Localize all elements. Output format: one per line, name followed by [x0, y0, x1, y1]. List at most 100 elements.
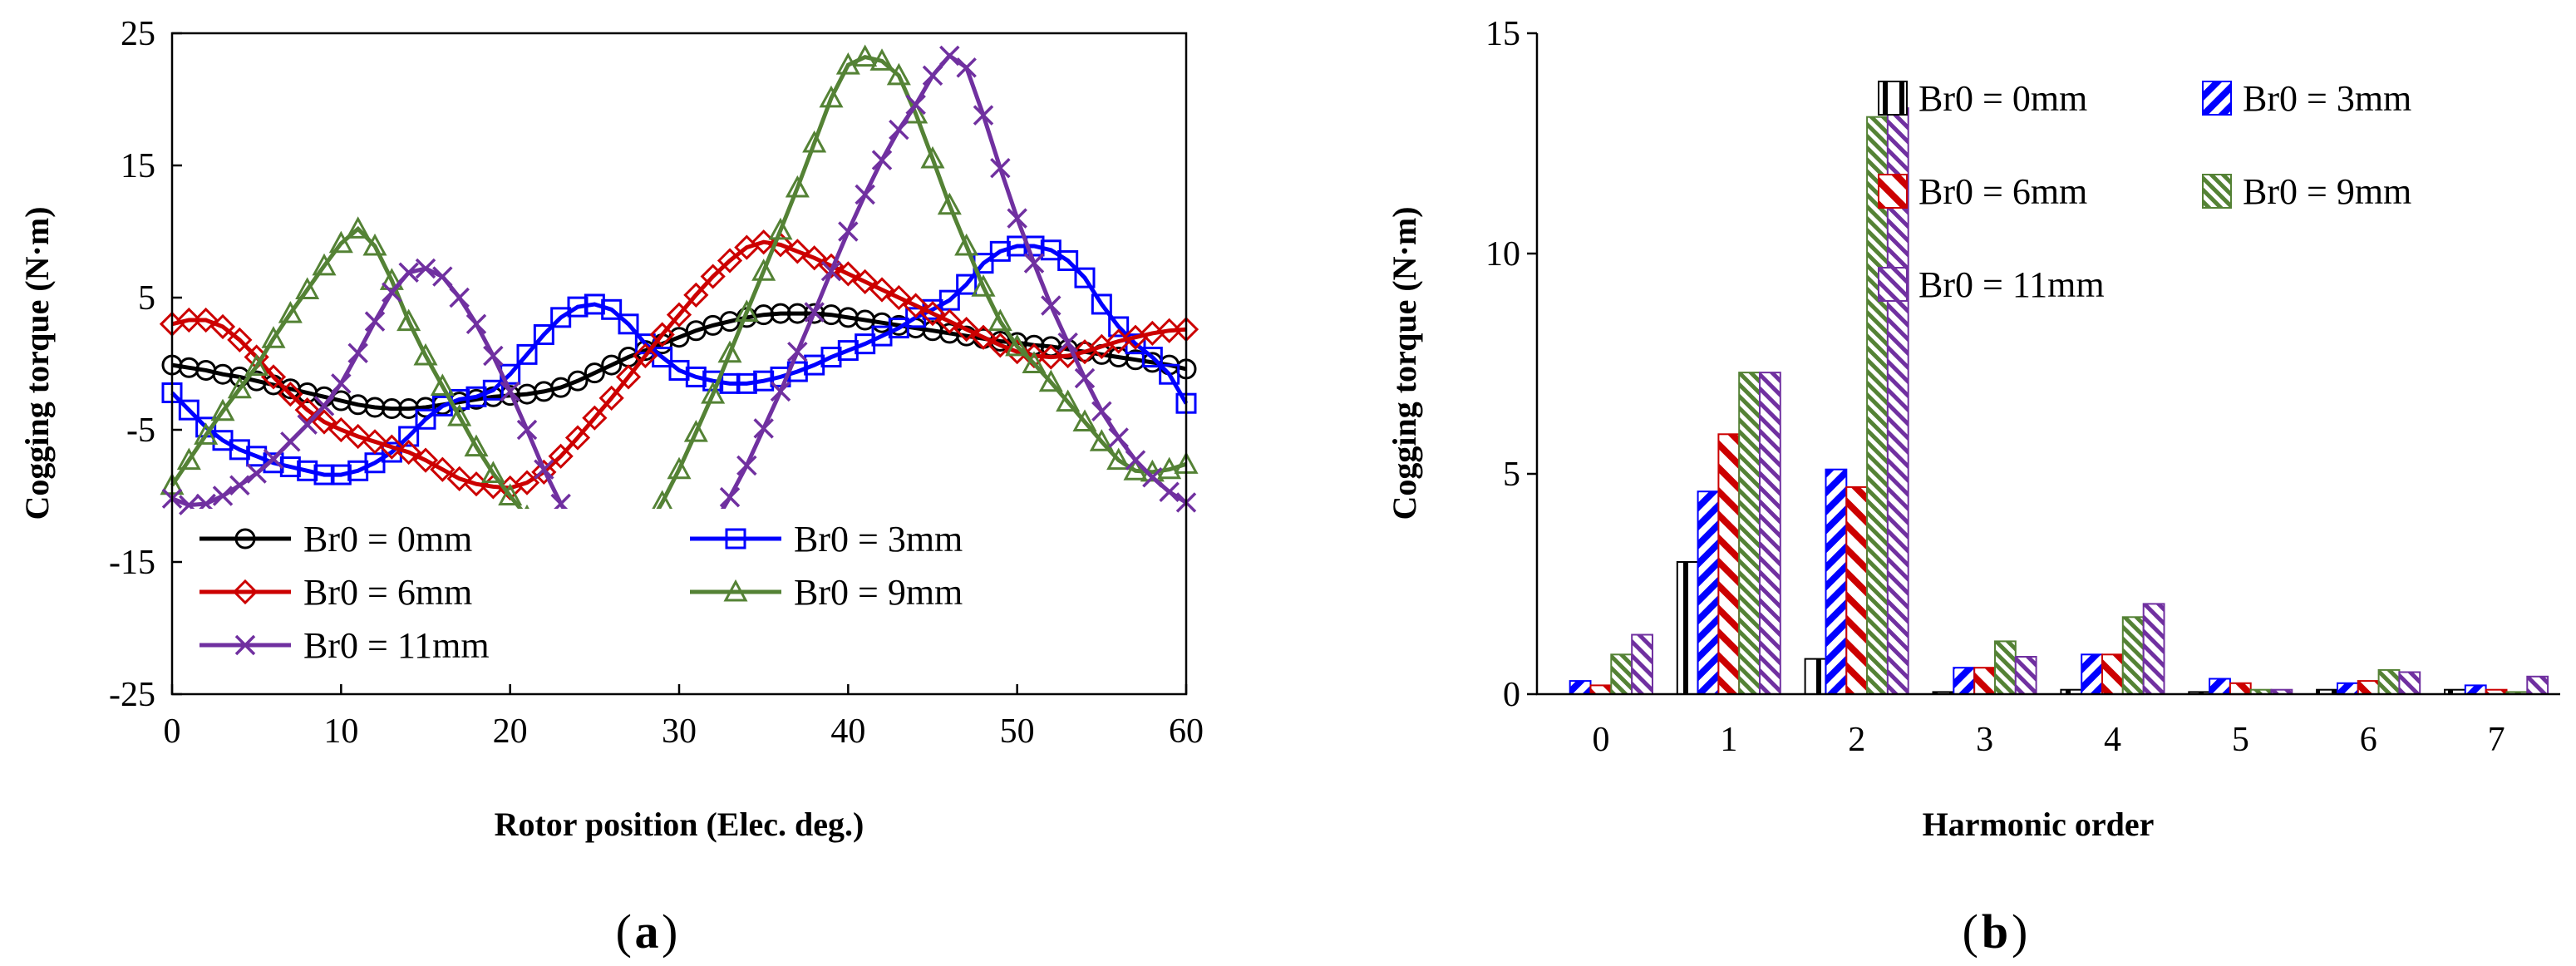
legend-item-br0-3mm: Br0 = 3mm [2202, 78, 2411, 119]
data-point [465, 386, 487, 407]
data-point [1123, 458, 1148, 481]
data-point [820, 347, 842, 368]
bar-br0-9mm-h4 [2121, 616, 2145, 696]
data-point [1125, 450, 1146, 471]
bar-br0-3mm-h7 [2464, 684, 2487, 696]
series-br0-3mm [161, 235, 1197, 485]
data-point [331, 373, 352, 394]
x-tick-label: 50 [1000, 712, 1035, 751]
data-point [449, 287, 470, 308]
data-point [837, 340, 859, 362]
data-point [719, 486, 741, 508]
bar-br0-0mm-h2 [1804, 658, 1827, 695]
data-point [1041, 295, 1061, 316]
data-point [381, 441, 402, 463]
legend-label: Br0 = 9mm [794, 572, 963, 613]
data-point [819, 85, 844, 108]
data-point [888, 318, 909, 339]
data-point [379, 268, 404, 290]
data-point [516, 343, 538, 365]
data-point [362, 233, 387, 256]
data-point [498, 483, 523, 505]
data-point [683, 420, 708, 442]
data-point [584, 293, 605, 315]
x-tick-label: 7 [2488, 721, 2505, 759]
line-chart-panel-a: 0 10 20 30 40 50 60 -25 -15 -5 5 15 25 Rotor positi… [18, 15, 1204, 959]
data-point [668, 359, 690, 381]
data-point [988, 308, 1012, 332]
data-point [278, 300, 303, 323]
bar-br0-0mm-h1 [1676, 561, 1699, 695]
data-point [770, 381, 791, 402]
legend-background [191, 509, 1047, 675]
bar-br0-9mm-h2 [1866, 116, 1889, 695]
data-point [246, 446, 268, 467]
data-point [1091, 401, 1112, 421]
data-point [382, 282, 402, 303]
data-point [903, 293, 928, 318]
data-point [971, 274, 996, 297]
series-line-br0-3mm [170, 244, 1189, 477]
data-point [584, 362, 605, 384]
data-point [919, 300, 946, 327]
data-point [869, 48, 894, 71]
bar-br0-6mm-h6 [2357, 680, 2380, 695]
data-point [601, 298, 623, 320]
data-point [667, 456, 692, 480]
bar-chart-panel-b: 0 5 10 15 0 1 2 3 4 5 6 7 Harmonic order Cogging t… [1386, 15, 2560, 959]
data-point [990, 157, 1011, 179]
legend-item-br0-0mm: Br0 = 0mm [199, 519, 472, 559]
data-point [347, 343, 368, 364]
data-point [701, 381, 726, 404]
legend-label: Br0 = 9mm [2243, 171, 2411, 212]
data-point [1023, 235, 1045, 257]
legend-swatch [1878, 267, 1908, 302]
data-point [193, 307, 219, 333]
series-br0-9mm [160, 44, 1199, 574]
data-point [601, 354, 623, 376]
bar-br0-3mm-h0 [1569, 680, 1592, 695]
x-tick-label: 1 [1720, 721, 1737, 759]
data-point [227, 327, 253, 353]
legend-swatch-marker [725, 528, 746, 550]
data-point [398, 262, 419, 283]
data-point [446, 466, 472, 491]
data-point [852, 269, 878, 295]
data-point [1108, 316, 1130, 338]
data-point [294, 397, 320, 423]
data-point [313, 464, 335, 485]
data-point [1141, 347, 1163, 368]
data-point [430, 373, 455, 397]
y-tick-labels: -25 -15 -5 5 15 25 [109, 15, 182, 714]
data-point [922, 65, 943, 86]
data-point [869, 277, 895, 303]
data-point [802, 130, 827, 153]
legend-label: Br0 = 3mm [794, 519, 963, 559]
data-point [330, 464, 352, 485]
data-point [1074, 267, 1096, 288]
bar-br0-6mm-h0 [1589, 684, 1613, 696]
data-point [767, 232, 794, 258]
data-point [937, 308, 963, 334]
bar-group [1569, 107, 2549, 696]
data-point [533, 324, 554, 346]
bar-br0-3mm-h1 [1697, 490, 1720, 696]
data-point [920, 145, 945, 169]
data-point [1057, 249, 1079, 271]
legend-swatch [1878, 174, 1908, 209]
legend-label: Br0 = 11mm [1918, 264, 2105, 305]
legend-swatch [1878, 81, 1908, 116]
panel-label-a: a [635, 904, 659, 959]
data-point [1056, 389, 1081, 412]
bar-br0-11mm-h7 [2526, 675, 2549, 695]
data-point [311, 409, 337, 435]
data-point [970, 324, 997, 350]
data-point [482, 379, 504, 401]
y-tick-label: 25 [121, 15, 155, 53]
series-line-br0-9mm [170, 54, 1187, 566]
data-point [1005, 333, 1030, 357]
data-point [328, 416, 354, 443]
data-point [229, 475, 250, 496]
x-tick-label: 60 [1169, 712, 1204, 751]
data-point [1159, 481, 1180, 502]
